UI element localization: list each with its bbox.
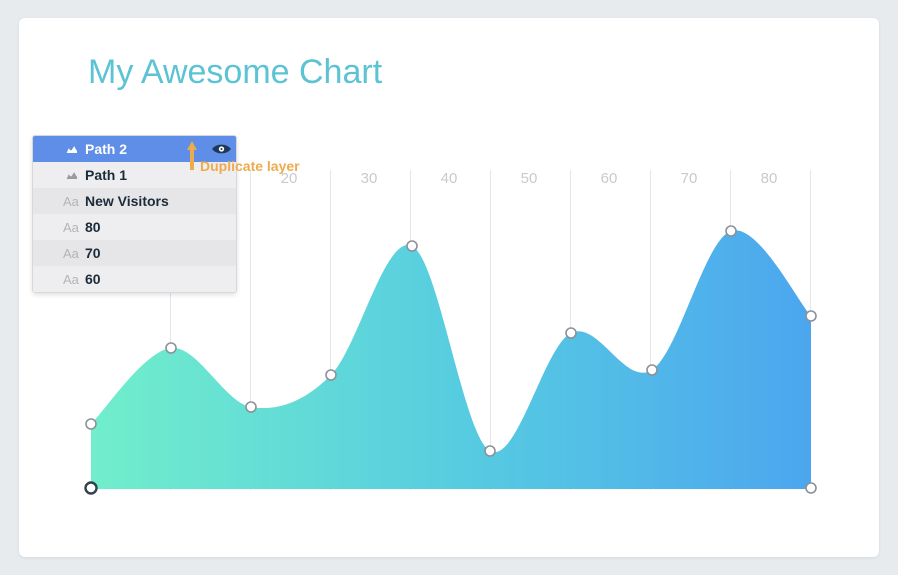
svg-text:40: 40 (441, 170, 458, 187)
svg-text:50: 50 (521, 170, 538, 187)
svg-text:80: 80 (761, 170, 778, 187)
svg-text:60: 60 (601, 170, 618, 187)
svg-text:30: 30 (361, 170, 378, 187)
svg-text:70: 70 (681, 170, 698, 187)
